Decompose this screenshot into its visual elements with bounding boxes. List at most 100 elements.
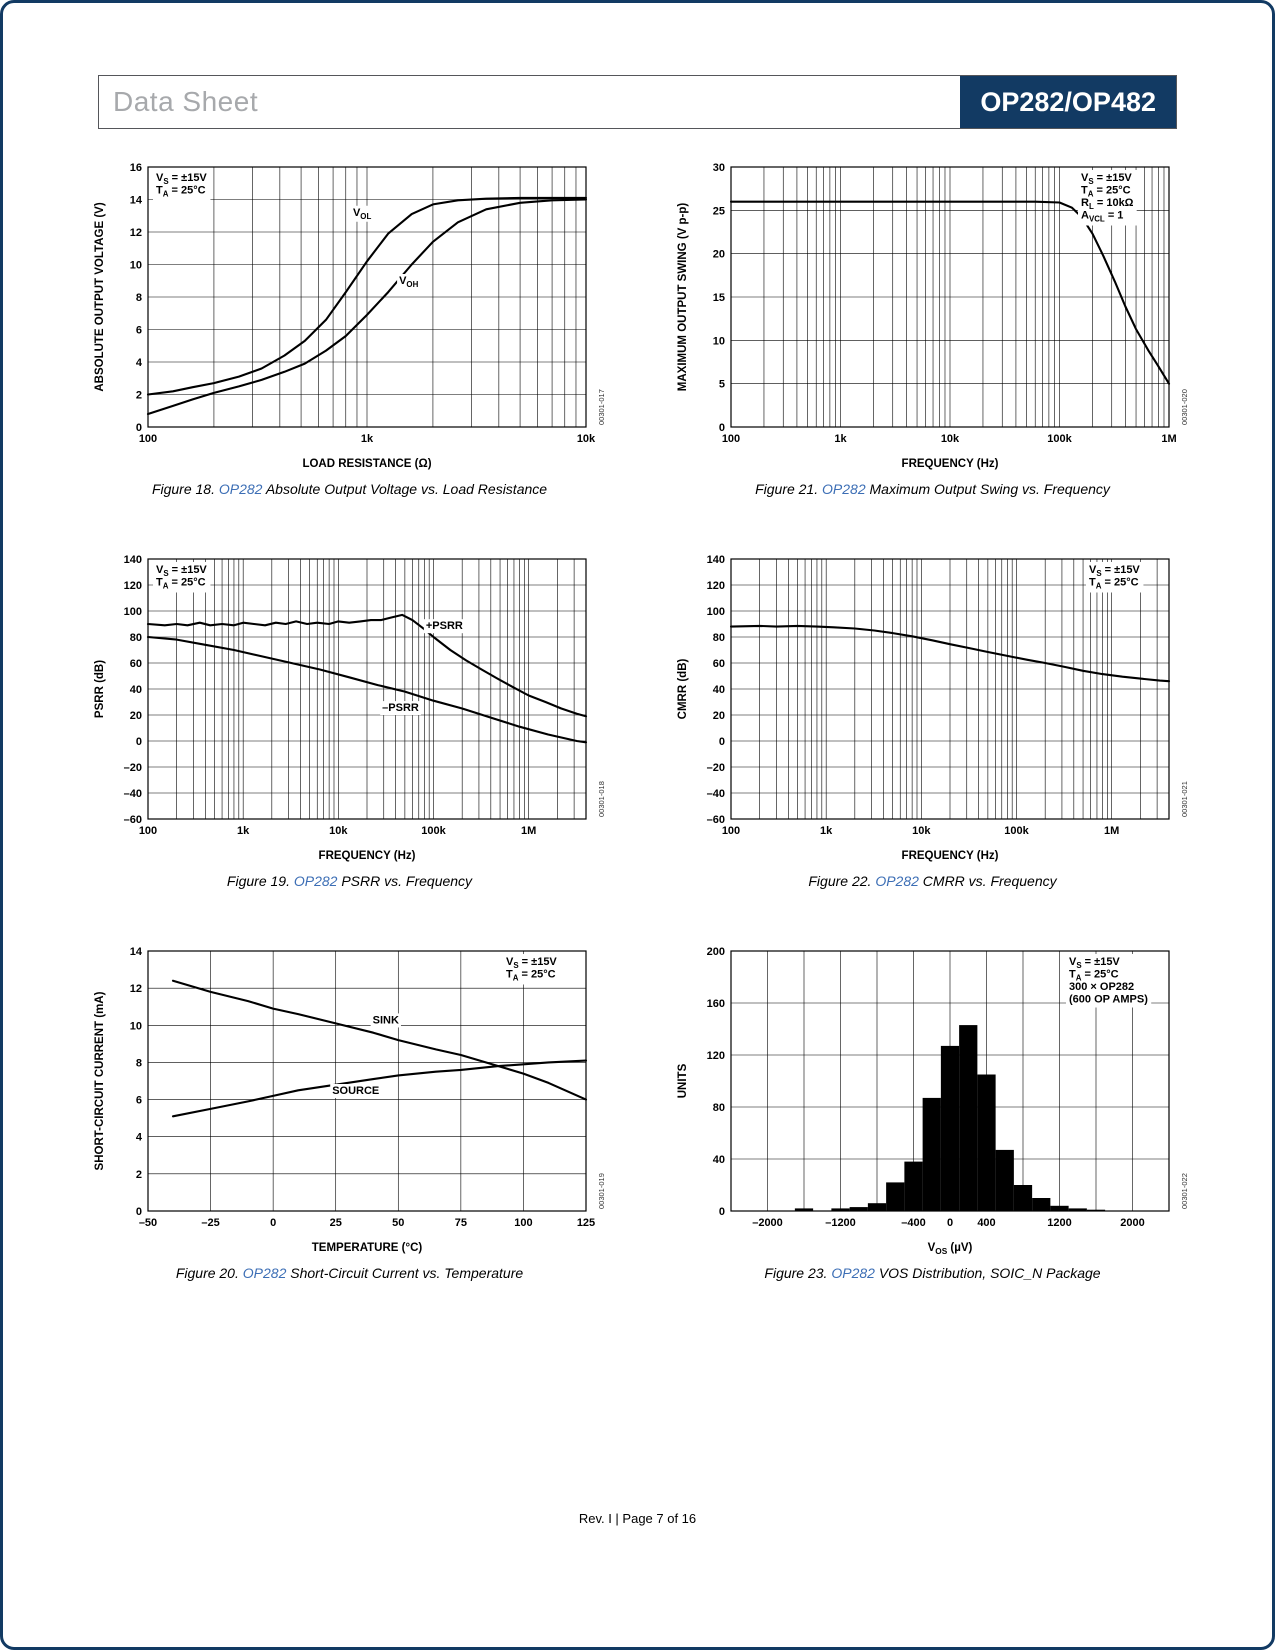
svg-text:10k: 10k xyxy=(329,825,348,837)
svg-text:5: 5 xyxy=(718,379,724,391)
chart-cmrr-vs-frequency: 100 1k 10k 100k 1M –60 –40 –20 0 20 40 60 80 100 120 14… xyxy=(677,554,1189,862)
series-0 xyxy=(146,196,587,396)
svg-text:–60: –60 xyxy=(706,814,724,826)
svg-text:120: 120 xyxy=(706,1050,724,1062)
svg-text:100: 100 xyxy=(706,606,724,618)
svg-text:100k: 100k xyxy=(421,825,446,837)
svg-text:10: 10 xyxy=(129,260,141,272)
caption-text: Short-Circuit Current vs. Temperature xyxy=(286,1265,524,1281)
svg-text:25: 25 xyxy=(712,205,724,217)
svg-text:80: 80 xyxy=(712,1102,724,1114)
series-label: +PSRR xyxy=(423,619,465,634)
svg-text:TA = 25°C: TA = 25°C xyxy=(506,969,556,983)
svg-text:–20: –20 xyxy=(123,762,141,774)
caption-text: PSRR vs. Frequency xyxy=(337,873,473,889)
op282-link[interactable]: OP282 xyxy=(218,481,263,497)
caption-prefix: Figure 18. xyxy=(151,481,219,497)
series-0 xyxy=(729,624,1170,683)
series-1 xyxy=(146,635,587,744)
figure-18-caption: Figure 18. OP282 Absolute Output Voltage… xyxy=(90,481,610,497)
svg-text:16: 16 xyxy=(129,162,141,174)
caption-text: Maximum Output Swing vs. Frequency xyxy=(865,481,1110,497)
caption-prefix: Figure 23. xyxy=(764,1265,832,1281)
caption-text: CMRR vs. Frequency xyxy=(918,873,1057,889)
figure-23-vos-distribution: –2000 –1200 –400 0 400 1200 2000 0 40 80 120 160 200… xyxy=(673,937,1193,1281)
svg-text:FREQUENCY (Hz): FREQUENCY (Hz) xyxy=(901,458,998,470)
svg-text:–PSRR: –PSRR xyxy=(382,702,419,714)
svg-text:12: 12 xyxy=(129,983,141,995)
svg-text:00301-019: 00301-019 xyxy=(597,1173,606,1209)
svg-text:0: 0 xyxy=(135,736,141,748)
svg-text:1M: 1M xyxy=(1161,433,1176,445)
chart-vos-distribution-histogram: –2000 –1200 –400 0 400 1200 2000 0 40 80 120 160 200… xyxy=(677,946,1189,1256)
svg-text:ABSOLUTE OUTPUT VOLTAGE (V): ABSOLUTE OUTPUT VOLTAGE (V) xyxy=(94,202,106,391)
op282-link[interactable]: OP282 xyxy=(822,481,866,497)
svg-text:100k: 100k xyxy=(1004,825,1029,837)
svg-text:VS = ±15V: VS = ±15V xyxy=(1089,564,1140,578)
svg-text:300 × OP282: 300 × OP282 xyxy=(1069,981,1134,993)
svg-text:1M: 1M xyxy=(1104,825,1119,837)
caption-prefix: Figure 21. xyxy=(755,481,823,497)
svg-text:0: 0 xyxy=(135,422,141,434)
series-0 xyxy=(146,613,587,718)
svg-text:VS = ±15V: VS = ±15V xyxy=(156,564,207,578)
svg-text:125: 125 xyxy=(576,1217,594,1229)
svg-text:RL = 10kΩ: RL = 10kΩ xyxy=(1081,197,1134,211)
plot-border xyxy=(146,166,587,428)
svg-text:VS = ±15V: VS = ±15V xyxy=(1081,172,1132,186)
svg-text:100: 100 xyxy=(123,606,141,618)
svg-text:00301-021: 00301-021 xyxy=(1180,781,1189,817)
svg-text:10: 10 xyxy=(712,335,724,347)
svg-text:100: 100 xyxy=(138,433,156,445)
series-1 xyxy=(171,1059,587,1118)
svg-text:1200: 1200 xyxy=(1047,1217,1071,1229)
series-label: SINK xyxy=(370,1013,401,1028)
svg-text:SHORT-CIRCUIT CURRENT (mA): SHORT-CIRCUIT CURRENT (mA) xyxy=(94,991,106,1170)
svg-text:1k: 1k xyxy=(237,825,250,837)
svg-text:FREQUENCY (Hz): FREQUENCY (Hz) xyxy=(318,850,415,862)
op282-link[interactable]: OP282 xyxy=(293,873,338,889)
svg-text:–400: –400 xyxy=(901,1217,925,1229)
svg-text:6: 6 xyxy=(135,1095,141,1107)
svg-text:20: 20 xyxy=(129,710,141,722)
svg-text:–20: –20 xyxy=(706,762,724,774)
svg-text:VOL: VOL xyxy=(352,207,370,221)
caption-prefix: Figure 22. xyxy=(808,873,876,889)
svg-text:TA = 25°C: TA = 25°C xyxy=(156,185,206,199)
svg-text:80: 80 xyxy=(129,632,141,644)
svg-text:SINK: SINK xyxy=(372,1014,398,1026)
svg-text:LOAD RESISTANCE (Ω): LOAD RESISTANCE (Ω) xyxy=(302,458,431,470)
series-label: VOH xyxy=(396,274,421,290)
grid xyxy=(147,559,586,819)
svg-text:20: 20 xyxy=(712,249,724,261)
doc-type-label: Data Sheet xyxy=(113,86,259,117)
svg-text:TA = 25°C: TA = 25°C xyxy=(1089,577,1139,591)
svg-text:140: 140 xyxy=(123,554,141,566)
caption-text: Absolute Output Voltage vs. Load Resista… xyxy=(262,481,548,497)
svg-text:100: 100 xyxy=(138,825,156,837)
svg-text:100: 100 xyxy=(721,433,739,445)
op282-link[interactable]: OP282 xyxy=(831,1265,875,1281)
op282-link[interactable]: OP282 xyxy=(242,1265,287,1281)
figure-20-short-circuit-current: –50 –25 0 25 50 75 100 125 0 2 4 6 8 10 12 14 TEMPERATUR… xyxy=(90,937,610,1281)
svg-text:–1200: –1200 xyxy=(825,1217,856,1229)
chart-output-swing-vs-frequency: 100 1k 10k 100k 1M 0 5 10 15 20 25 30 FREQUENCY (Hz)… xyxy=(677,162,1189,470)
series-0 xyxy=(729,200,1170,385)
grid xyxy=(147,167,586,427)
svg-text:2: 2 xyxy=(135,1169,141,1181)
svg-text:400: 400 xyxy=(977,1217,995,1229)
svg-text:10k: 10k xyxy=(940,433,959,445)
svg-text:80: 80 xyxy=(712,632,724,644)
svg-text:4: 4 xyxy=(135,1132,142,1144)
svg-text:10k: 10k xyxy=(576,433,595,445)
svg-text:AVCL = 1: AVCL = 1 xyxy=(1081,210,1123,224)
svg-text:–60: –60 xyxy=(123,814,141,826)
svg-text:TEMPERATURE (°C): TEMPERATURE (°C) xyxy=(311,1242,422,1254)
series-label: VOL xyxy=(350,205,373,222)
svg-text:CMRR (dB): CMRR (dB) xyxy=(677,658,689,719)
op282-link[interactable]: OP282 xyxy=(875,873,919,889)
svg-text:10k: 10k xyxy=(912,825,931,837)
svg-text:12: 12 xyxy=(129,227,141,239)
caption-prefix: Figure 20. xyxy=(175,1265,243,1281)
svg-text:1k: 1k xyxy=(834,433,847,445)
